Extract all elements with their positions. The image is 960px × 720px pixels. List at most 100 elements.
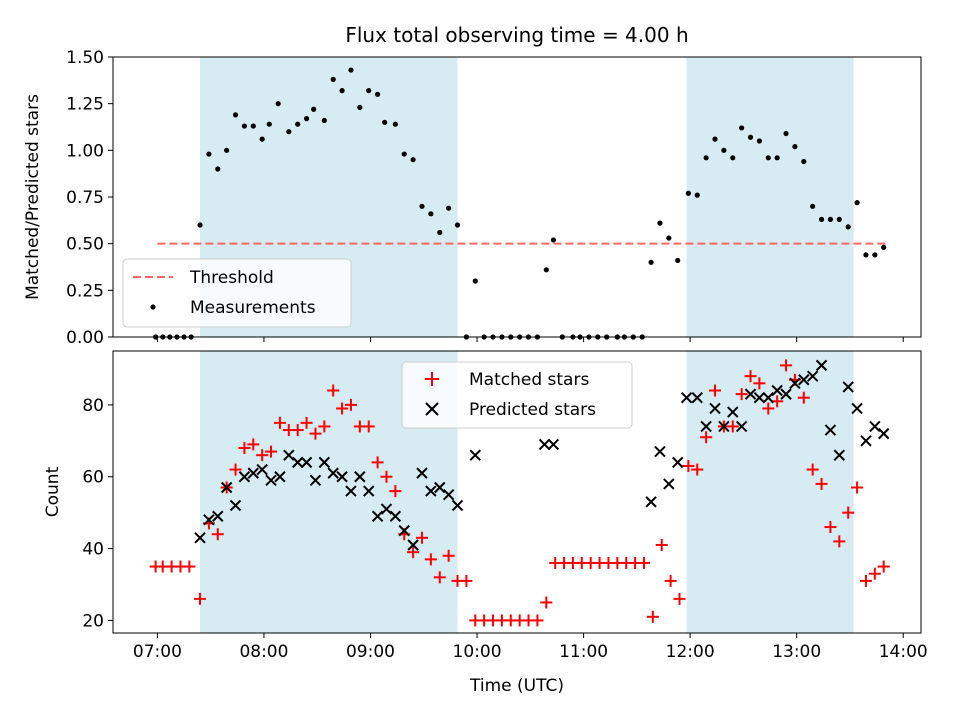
measurement-point: [374, 91, 381, 97]
y-tick-label: 60: [82, 468, 104, 488]
measurement-point: [783, 130, 789, 137]
matched-star-point: [833, 535, 846, 548]
bottom-y-axis-label: Count: [43, 466, 63, 517]
predicted-star-point: [538, 438, 551, 451]
x-tick-label: 08:00: [239, 642, 288, 662]
measurement-point: [437, 229, 443, 236]
measurement-point: [872, 252, 878, 258]
predicted-star-point: [212, 510, 224, 522]
measurement-point: [730, 155, 736, 161]
measurement-point: [721, 147, 727, 153]
measurement-point: [286, 129, 292, 135]
measurement-point: [845, 224, 851, 230]
predicted-star-point: [300, 456, 313, 469]
predicted-star-point: [442, 488, 455, 501]
x-axis-label: Time (UTC): [469, 676, 564, 696]
matched-star-point: [780, 359, 793, 372]
matched-star-point: [709, 384, 722, 397]
predicted-star-point: [371, 510, 384, 522]
matched-star-point: [531, 614, 544, 627]
top-legend-box: [122, 258, 352, 328]
measurement-point: [428, 211, 434, 217]
predicted-star-point: [425, 485, 437, 497]
predicted-star-point: [238, 471, 251, 483]
legend-measurements-label: Measurements: [190, 298, 316, 318]
predicted-star-point: [220, 481, 233, 494]
matched-star-point: [806, 463, 819, 476]
predicted-star-point: [389, 510, 402, 522]
y-tick-label: 80: [82, 396, 104, 416]
matched-star-point: [664, 574, 677, 587]
measurement-point: [694, 192, 700, 198]
matched-star-point: [371, 456, 384, 469]
measurement-point: [792, 144, 798, 150]
measurement-point: [232, 112, 239, 118]
matched-star-point: [540, 596, 553, 609]
matched-star-point: [753, 377, 766, 390]
predicted-star-point: [851, 402, 863, 415]
matched-star-point: [380, 470, 393, 483]
predicted-star-point: [842, 381, 854, 393]
measurement-point: [410, 157, 416, 163]
predicted-star-point: [434, 481, 446, 494]
matched-star-point: [460, 574, 473, 587]
matched-star-point: [415, 531, 428, 544]
matched-star-point: [655, 538, 668, 551]
top-legend: Threshold Measurements: [122, 258, 352, 328]
measurement-point: [810, 203, 816, 209]
matched-star-point: [300, 416, 313, 429]
measurement-point: [250, 123, 256, 129]
y-tick-label: 1.50: [66, 48, 104, 68]
predicted-star-point: [815, 359, 828, 372]
predicted-star-point: [762, 391, 774, 404]
measurement-point: [382, 119, 388, 125]
y-tick-label: 0.50: [66, 235, 104, 255]
measurement-point: [266, 121, 272, 127]
measurement-point: [774, 155, 780, 161]
matched-star-point: [682, 459, 695, 472]
predicted-star-point: [327, 467, 339, 479]
measurement-point: [703, 155, 709, 161]
measurement-point: [827, 216, 834, 222]
measurement-point: [224, 147, 230, 153]
matched-star-point: [815, 477, 828, 490]
matched-star-point: [744, 370, 757, 383]
top-chart-title: Flux total observing time = 4.00 h: [345, 23, 688, 47]
measurement-point: [446, 205, 452, 211]
predicted-star-point: [718, 420, 730, 433]
measurement-point: [747, 134, 754, 140]
predicted-star-point: [780, 388, 792, 400]
predicted-star-point: [860, 435, 872, 447]
x-tick-label: 11:00: [559, 642, 608, 662]
predicted-star-point: [380, 503, 393, 515]
matched-star-point: [842, 506, 855, 519]
matched-star-point: [851, 481, 864, 494]
y-tick-label: 40: [82, 540, 104, 560]
measurement-point: [366, 88, 372, 94]
predicted-star-point: [229, 499, 242, 512]
measurement-point: [295, 121, 301, 127]
x-tick-label: 10:00: [453, 642, 502, 662]
matched-star-point: [256, 449, 269, 462]
predicted-star-point: [345, 485, 357, 497]
predicted-star-point: [824, 424, 837, 436]
matched-star-point: [868, 567, 881, 580]
predicted-star-point: [309, 474, 322, 487]
y-tick-label: 1.25: [66, 95, 104, 115]
matched-star-point: [309, 427, 322, 440]
matched-star-point: [211, 528, 224, 541]
measurement-point: [339, 88, 345, 94]
matched-star-point: [726, 420, 739, 433]
predicted-star-point: [547, 438, 560, 451]
measurement-point: [712, 136, 718, 142]
matched-star-point: [273, 416, 286, 429]
matched-star-point: [433, 571, 446, 584]
bottom-axes-frame: [112, 350, 922, 634]
x-tick-label: 14:00: [879, 642, 928, 662]
matched-star-point: [407, 546, 420, 559]
bottom-predicted-points: [194, 359, 890, 551]
measurement-point: [357, 104, 363, 110]
measurement-point: [197, 222, 203, 228]
measurement-point: [303, 116, 310, 122]
